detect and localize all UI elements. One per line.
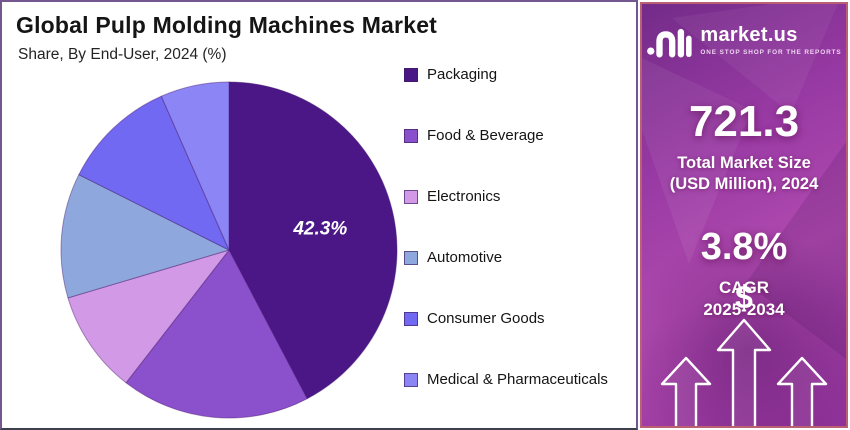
legend-swatch xyxy=(404,250,418,265)
marketus-logo-icon xyxy=(647,28,693,58)
legend-swatch xyxy=(404,372,418,387)
legend-label: Packaging xyxy=(427,66,498,83)
legend-label: Electronics xyxy=(427,188,501,205)
cagr-caption: CAGR 2025-2034 xyxy=(642,277,846,321)
brand-logo: market.us ONE STOP SHOP FOR THE REPORTS xyxy=(642,21,846,59)
cagr-value: 3.8% xyxy=(700,225,788,268)
market-size-caption-line2: (USD Million), 2024 xyxy=(669,175,819,194)
legend-swatch xyxy=(404,128,418,143)
pie-slice-packaging xyxy=(228,81,398,400)
market-size-caption: Total Market Size (USD Million), 2024 xyxy=(642,153,846,196)
legend-item: Medical & Pharmaceuticals xyxy=(404,371,636,388)
market-size-value: 721.3 xyxy=(688,97,800,146)
legend-label: Medical & Pharmaceuticals xyxy=(427,371,608,388)
brand-tagline: ONE STOP SHOP FOR THE REPORTS xyxy=(700,49,842,56)
pie-slice-consumer-goods xyxy=(78,95,231,252)
brand-panel: market.us ONE STOP SHOP FOR THE REPORTS … xyxy=(640,2,848,428)
legend-label: Food & Beverage xyxy=(427,127,544,144)
growth-arrows-icon: $ xyxy=(660,279,828,426)
pie-slice-food-beverage xyxy=(125,249,308,419)
chart-title: Global Pulp Molding Machines Market xyxy=(16,12,438,38)
pie-slice-medical-pharmaceuticals xyxy=(160,81,230,251)
pie-svg: 42.3% xyxy=(60,81,398,419)
cagr-caption-line2: 2025-2034 xyxy=(703,299,785,319)
market-size-caption-line1: Total Market Size xyxy=(677,154,811,172)
brand-name: market.us xyxy=(700,24,798,46)
chart-subtitle: Share, By End-User, 2024 (%) xyxy=(18,46,227,63)
legend-item: Automotive xyxy=(404,249,636,266)
legend-item: Consumer Goods xyxy=(404,310,636,327)
slice-label: 42.3% xyxy=(292,219,347,240)
legend: Packaging Food & Beverage Electronics Autom… xyxy=(404,66,636,388)
dollar-icon: $ xyxy=(735,279,753,315)
pie-slice-electronics xyxy=(67,249,231,384)
pie-chart: 42.3% xyxy=(57,78,401,422)
legend-item: Packaging xyxy=(404,66,636,83)
legend-label: Automotive xyxy=(427,249,503,266)
legend-label: Consumer Goods xyxy=(427,310,545,327)
legend-item: Food & Beverage xyxy=(404,127,636,144)
cagr-caption-line1: CAGR xyxy=(718,277,770,297)
legend-swatch xyxy=(404,189,418,204)
legend-swatch xyxy=(404,311,418,326)
pie-slice-automotive xyxy=(60,173,231,299)
legend-item: Electronics xyxy=(404,188,636,205)
chart-panel: Global Pulp Molding Machines Market Shar… xyxy=(0,0,638,430)
legend-swatch xyxy=(404,67,418,82)
